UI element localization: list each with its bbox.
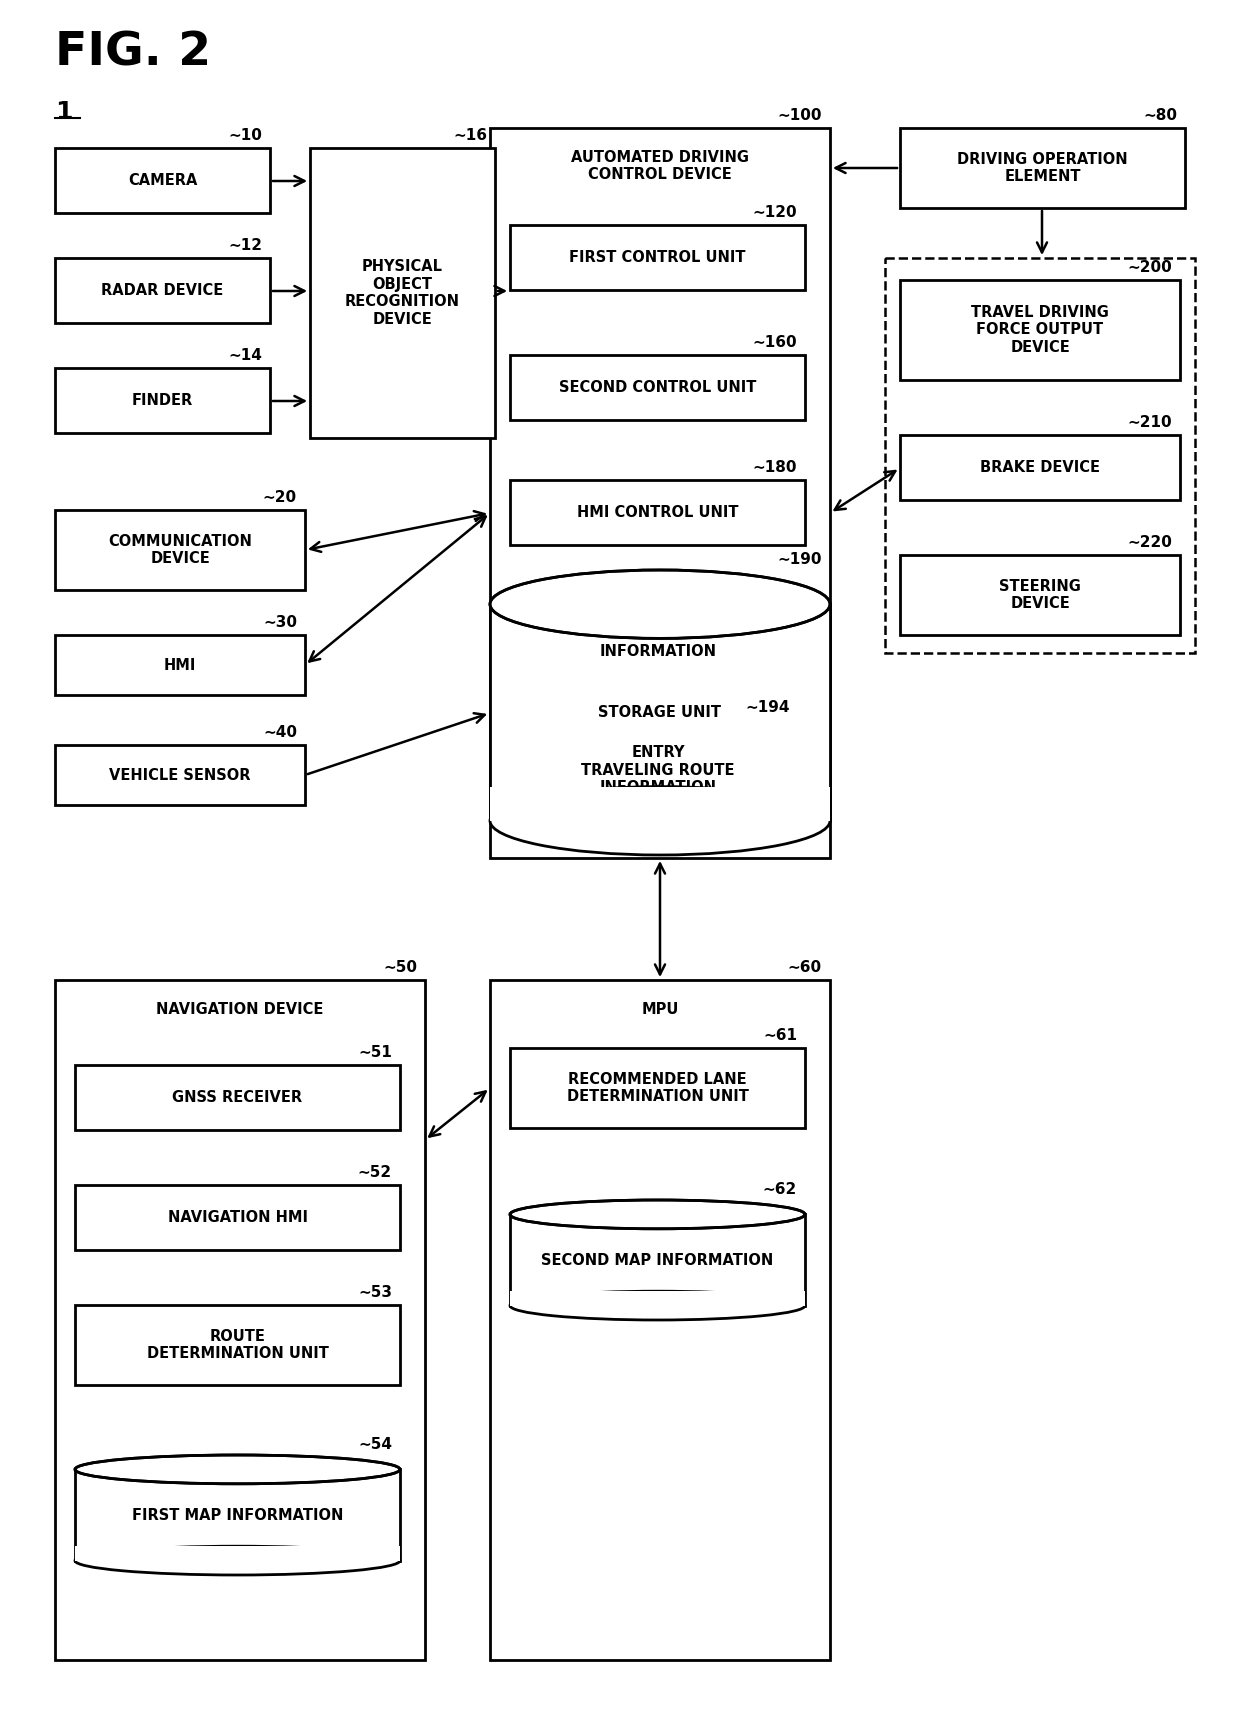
Text: HMI CONTROL UNIT: HMI CONTROL UNIT: [577, 505, 738, 520]
Bar: [55, 510, 305, 590]
Bar: [74, 1546, 401, 1560]
Text: AUTOMATED DRIVING
CONTROL DEVICE: AUTOMATED DRIVING CONTROL DEVICE: [570, 149, 749, 182]
Bar: [55, 744, 305, 805]
Bar: [510, 356, 805, 420]
Text: ∼20: ∼20: [263, 489, 298, 505]
Ellipse shape: [490, 571, 830, 638]
Text: BRAKE DEVICE: BRAKE DEVICE: [980, 460, 1100, 475]
Bar: [900, 128, 1185, 208]
Ellipse shape: [490, 786, 830, 855]
Text: ∼190: ∼190: [777, 552, 822, 567]
Text: ∼60: ∼60: [787, 959, 822, 975]
Text: VEHICLE SENSOR: VEHICLE SENSOR: [109, 767, 250, 782]
Bar: [55, 147, 270, 213]
Bar: [310, 147, 495, 437]
Bar: [490, 128, 830, 859]
Text: ∼210: ∼210: [1127, 415, 1172, 430]
Bar: [74, 1470, 401, 1560]
Ellipse shape: [74, 1546, 401, 1575]
Text: MPU: MPU: [641, 1003, 678, 1017]
Text: ∼14: ∼14: [228, 349, 262, 363]
Bar: [900, 435, 1180, 500]
Text: NAVIGATION HMI: NAVIGATION HMI: [167, 1209, 308, 1225]
Text: ∼10: ∼10: [228, 128, 262, 142]
Text: RADAR DEVICE: RADAR DEVICE: [102, 283, 223, 298]
Bar: [74, 1185, 401, 1249]
Text: FIG. 2: FIG. 2: [55, 29, 211, 75]
Bar: [518, 720, 799, 821]
Text: STORAGE UNIT: STORAGE UNIT: [599, 704, 722, 720]
Text: DRIVING OPERATION
ELEMENT: DRIVING OPERATION ELEMENT: [957, 151, 1128, 184]
Text: FIRST MAP INFORMATION: FIRST MAP INFORMATION: [131, 1508, 343, 1523]
Text: RECOMMENDED LANE
DETERMINATION UNIT: RECOMMENDED LANE DETERMINATION UNIT: [567, 1072, 749, 1103]
Text: ∼200: ∼200: [1127, 260, 1172, 276]
Text: ∼120: ∼120: [753, 205, 797, 220]
Text: GNSS RECEIVER: GNSS RECEIVER: [172, 1090, 303, 1105]
Text: STEERING
DEVICE: STEERING DEVICE: [999, 579, 1081, 611]
Text: ∼50: ∼50: [383, 959, 417, 975]
Bar: [55, 259, 270, 323]
Bar: [55, 368, 270, 434]
Text: ∼30: ∼30: [263, 614, 298, 630]
Bar: [510, 481, 805, 545]
Bar: [490, 604, 830, 821]
Bar: [490, 786, 830, 821]
Text: ROUTE
DETERMINATION UNIT: ROUTE DETERMINATION UNIT: [146, 1329, 329, 1362]
Text: SECOND MAP INFORMATION: SECOND MAP INFORMATION: [542, 1253, 774, 1268]
Bar: [74, 1065, 401, 1129]
Bar: [510, 1214, 805, 1306]
Text: NAVIGATION DEVICE: NAVIGATION DEVICE: [156, 1003, 324, 1017]
Text: ∼192: ∼192: [745, 583, 790, 599]
Text: SECOND CONTROL UNIT: SECOND CONTROL UNIT: [559, 380, 756, 396]
Ellipse shape: [74, 1456, 401, 1483]
Ellipse shape: [510, 1201, 805, 1228]
Text: ∼180: ∼180: [753, 460, 797, 475]
Bar: [74, 1305, 401, 1385]
Text: ∼80: ∼80: [1143, 108, 1177, 123]
Ellipse shape: [510, 1291, 805, 1320]
Text: ∼12: ∼12: [228, 238, 262, 253]
Text: FINDER: FINDER: [131, 394, 193, 408]
Text: ∼220: ∼220: [1127, 534, 1172, 550]
Text: ∼51: ∼51: [358, 1044, 392, 1060]
Text: ENTRY
TRAVELING ROUTE
INFORMATION: ENTRY TRAVELING ROUTE INFORMATION: [582, 744, 735, 795]
Bar: [510, 226, 805, 290]
Text: 1: 1: [55, 101, 72, 123]
Text: ∼54: ∼54: [358, 1437, 392, 1452]
Bar: [900, 279, 1180, 380]
Bar: [510, 1048, 805, 1128]
Text: ∼194: ∼194: [745, 699, 790, 715]
Text: TERMINAL
INFORMATION: TERMINAL INFORMATION: [599, 626, 717, 659]
Bar: [885, 259, 1195, 652]
Bar: [55, 635, 305, 696]
Text: ∼160: ∼160: [753, 335, 797, 350]
Bar: [490, 980, 830, 1660]
Text: ∼40: ∼40: [263, 725, 298, 741]
Text: ∼52: ∼52: [358, 1164, 392, 1180]
Text: PHYSICAL
OBJECT
RECOGNITION
DEVICE: PHYSICAL OBJECT RECOGNITION DEVICE: [345, 260, 460, 326]
Text: ∼62: ∼62: [763, 1182, 797, 1197]
Text: ∼16: ∼16: [453, 128, 487, 142]
Text: ∼61: ∼61: [763, 1029, 797, 1043]
Bar: [510, 1291, 805, 1306]
Text: COMMUNICATION
DEVICE: COMMUNICATION DEVICE: [108, 534, 252, 566]
Bar: [900, 555, 1180, 635]
Text: HMI: HMI: [164, 658, 196, 673]
Text: ∼53: ∼53: [358, 1286, 392, 1300]
Text: CAMERA: CAMERA: [128, 174, 197, 187]
Text: ∼100: ∼100: [777, 108, 822, 123]
Text: FIRST CONTROL UNIT: FIRST CONTROL UNIT: [569, 250, 745, 265]
Bar: [55, 980, 425, 1660]
Bar: [518, 604, 799, 684]
Text: TRAVEL DRIVING
FORCE OUTPUT
DEVICE: TRAVEL DRIVING FORCE OUTPUT DEVICE: [971, 305, 1109, 356]
